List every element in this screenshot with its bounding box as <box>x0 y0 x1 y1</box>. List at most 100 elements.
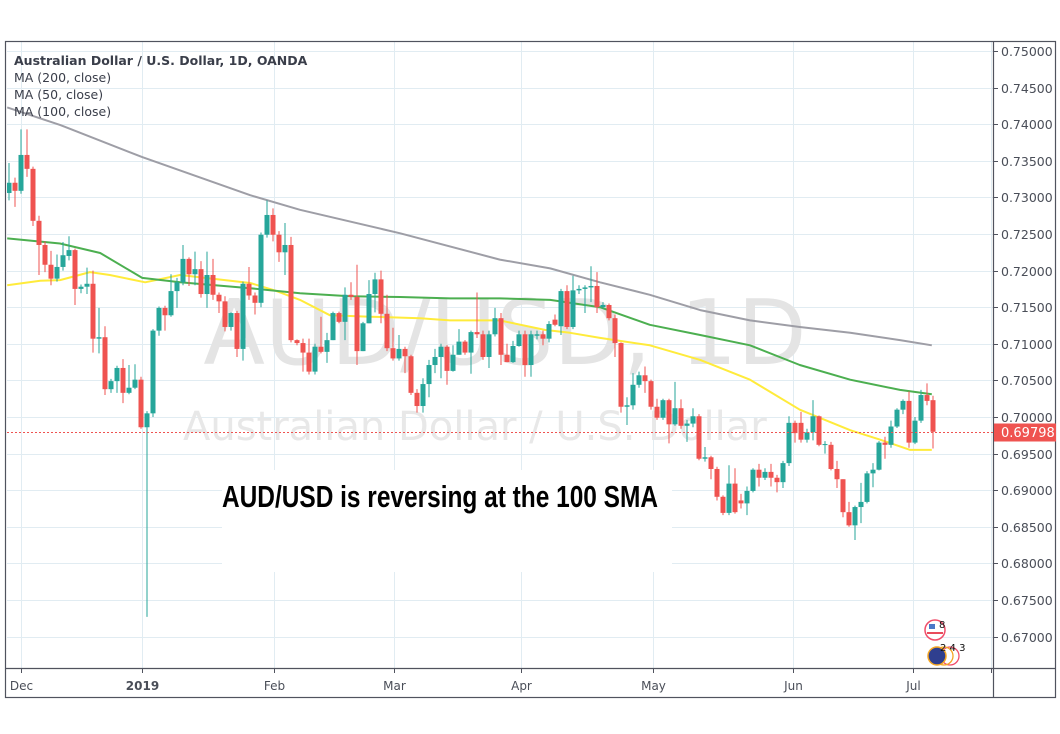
candle-body <box>456 341 462 355</box>
candle-down <box>498 313 504 366</box>
candle-body <box>48 264 54 279</box>
legend-ma50[interactable]: MA (50, close) <box>14 87 103 102</box>
candle-body <box>360 323 366 352</box>
candle-down <box>906 391 912 448</box>
candle-body <box>198 269 204 295</box>
candle-down <box>36 215 42 275</box>
candle-body <box>354 296 360 352</box>
candle-up <box>894 408 900 428</box>
au-flag-icon <box>927 646 947 666</box>
candle-down <box>306 338 312 375</box>
candle-down <box>384 294 390 352</box>
current-price-value: 0.69798 <box>1001 426 1055 441</box>
candle-body <box>564 291 570 327</box>
candle-body <box>882 442 888 445</box>
candle-up <box>126 365 132 395</box>
candle-up <box>468 330 474 374</box>
candle-body <box>90 283 96 339</box>
candle-up <box>690 408 696 428</box>
candle-up <box>396 335 402 361</box>
candle-down <box>354 264 360 366</box>
candle-down <box>348 282 354 300</box>
candle-body <box>582 287 588 289</box>
candle-body <box>132 379 138 388</box>
candle-body <box>756 469 762 478</box>
legend-ma200[interactable]: MA (200, close) <box>14 70 111 85</box>
candle-up <box>852 505 858 540</box>
candle-body <box>534 334 540 336</box>
candle-up <box>762 468 768 480</box>
candle-down <box>720 495 726 516</box>
candle-body <box>744 490 750 504</box>
candle-body <box>876 442 882 470</box>
candle-up <box>624 397 630 426</box>
candle-up <box>744 486 750 516</box>
candle-down <box>222 296 228 332</box>
candle-down <box>246 266 252 300</box>
candle-up <box>582 285 588 314</box>
price-axis[interactable]: 0.75000 0.74500 0.74000 0.73500 0.73000 0.725… <box>993 44 1053 645</box>
candle-down <box>138 376 144 429</box>
candle-up <box>864 471 870 504</box>
candle-body <box>654 406 660 418</box>
candle-body <box>336 313 342 322</box>
candle-up <box>486 330 492 368</box>
candle-body <box>612 318 618 344</box>
candle-down <box>198 261 204 298</box>
candles <box>7 129 936 617</box>
candle-down <box>12 177 18 207</box>
candle-up <box>150 329 156 417</box>
time-axis[interactable]: Dec2019FebMarAprMayJunJul19 <box>10 668 1004 693</box>
candle-body <box>306 352 312 372</box>
x-tick-label: 2019 <box>126 679 159 693</box>
y-tick-label: 0.68500 <box>1001 520 1053 535</box>
candle-down <box>288 236 294 343</box>
candle-body <box>474 332 480 335</box>
candle-down <box>768 463 774 487</box>
candle-down <box>696 414 702 461</box>
candle-up <box>108 378 114 393</box>
candle-up <box>96 307 102 354</box>
candle-body <box>270 214 276 235</box>
candle-up <box>510 340 516 363</box>
candle-body <box>348 294 354 297</box>
candle-body <box>684 423 690 426</box>
candle-body <box>648 381 654 407</box>
candle-body <box>282 244 288 253</box>
event-marker-us[interactable]: 8 <box>924 619 946 641</box>
candle-body <box>606 305 612 319</box>
candle-down <box>846 501 852 527</box>
x-tick-label: Mar <box>383 679 406 693</box>
candle-down <box>774 474 780 493</box>
candle-up <box>558 288 564 336</box>
candle-up <box>264 200 270 238</box>
candle-body <box>102 337 108 390</box>
candle-up <box>372 272 378 313</box>
candle-body <box>930 400 936 432</box>
candle-body <box>912 420 918 443</box>
event-marker-au[interactable]: 2 4 3 <box>927 643 965 666</box>
candle-up <box>240 281 246 361</box>
candle-down <box>756 463 762 487</box>
candle-down <box>540 330 546 346</box>
candle-up <box>342 287 348 341</box>
candle-body <box>426 365 432 385</box>
candle-body <box>678 408 684 426</box>
candle-body <box>222 301 228 327</box>
candle-body <box>594 285 600 308</box>
candle-body <box>342 294 348 322</box>
candle-body <box>924 395 930 401</box>
candle-down <box>594 272 600 314</box>
candle-up <box>702 447 708 462</box>
candle-up <box>456 329 462 355</box>
candle-up <box>60 242 66 271</box>
legend-ma100[interactable]: MA (100, close) <box>14 104 111 119</box>
candle-body <box>126 387 132 393</box>
candle-up <box>516 330 522 347</box>
y-tick-label: 0.67000 <box>1001 630 1053 645</box>
candle-body <box>720 496 726 513</box>
candle-up <box>18 129 24 194</box>
x-tick-label: Dec <box>10 679 33 693</box>
